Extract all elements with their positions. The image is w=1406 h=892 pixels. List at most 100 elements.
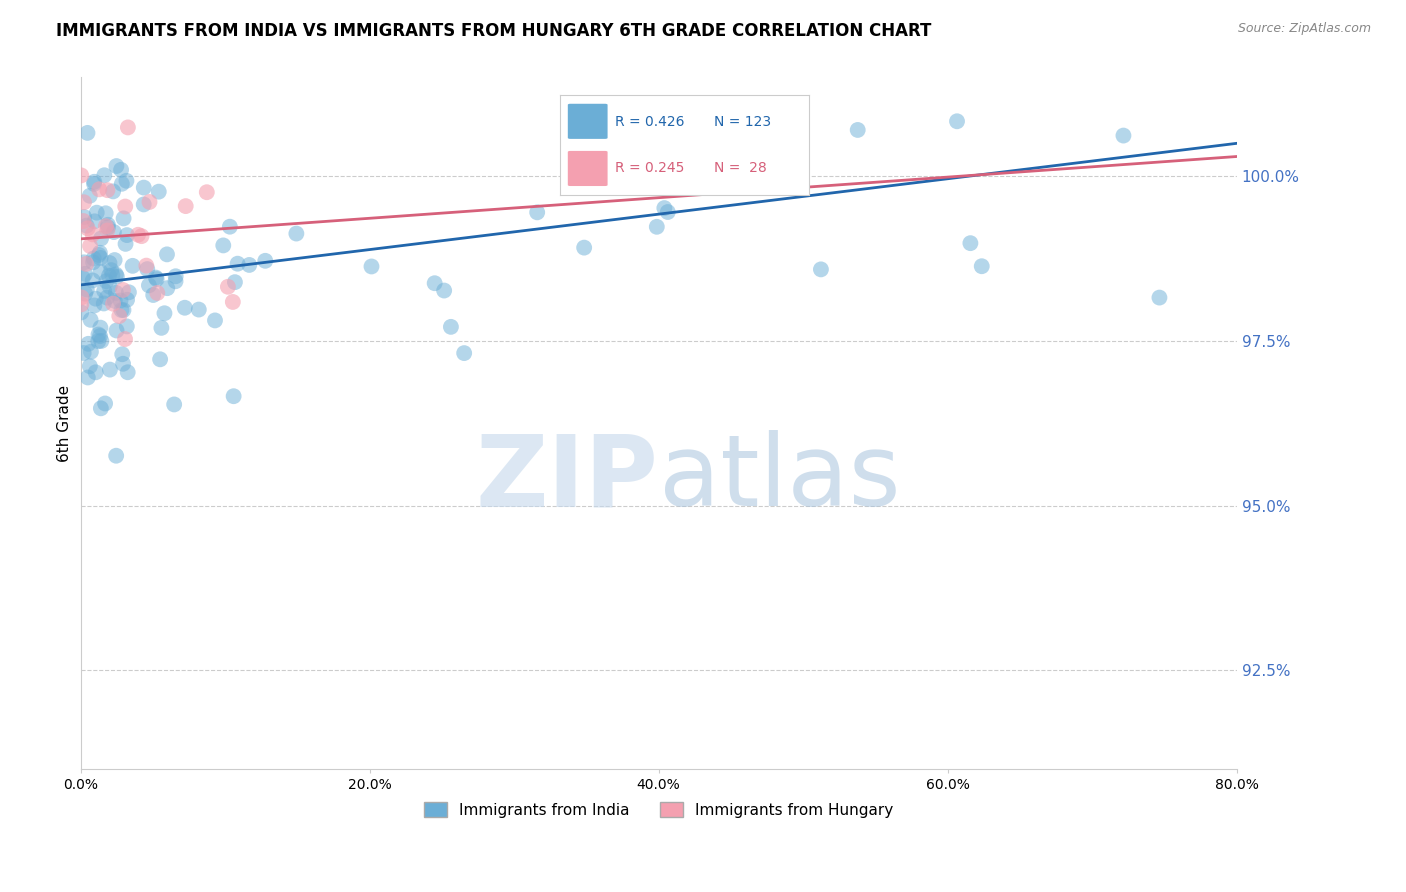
Point (70, 169, 93, 183)
Point (84, 365, 107, 379)
Point (127, 227, 149, 242)
Point (76, 283, 98, 297)
Point (121, 259, 143, 273)
Point (93, 168, 115, 182)
Point (73, 267, 96, 281)
Point (222, 295, 245, 310)
Point (94, 206, 117, 220)
Point (73, 255, 96, 269)
Point (98, 362, 121, 376)
Point (132, 180, 155, 194)
Point (254, 253, 277, 268)
Point (80, 344, 103, 359)
Point (100, 263, 122, 277)
Point (136, 262, 159, 277)
Point (90, 251, 112, 265)
Point (423, 277, 446, 291)
Point (654, 201, 676, 215)
Point (970, 259, 993, 273)
Point (526, 205, 548, 219)
Point (115, 293, 138, 307)
Point (108, 309, 131, 323)
Point (148, 185, 170, 199)
Point (572, 241, 595, 255)
Point (90, 334, 112, 348)
Point (96, 291, 118, 305)
Point (98, 268, 121, 283)
Point (145, 270, 167, 285)
Point (79, 239, 101, 253)
Point (165, 269, 187, 284)
Point (70, 290, 93, 304)
Point (645, 219, 668, 234)
Point (110, 303, 132, 318)
Point (131, 229, 153, 244)
Point (96, 223, 118, 237)
Point (83, 175, 105, 189)
Point (846, 123, 869, 137)
Point (101, 268, 124, 282)
Point (94, 396, 117, 410)
Point (218, 219, 240, 234)
Point (84, 292, 107, 306)
Point (83, 177, 105, 191)
Point (114, 236, 136, 251)
Point (117, 365, 139, 379)
Point (145, 272, 167, 286)
Text: Source: ZipAtlas.com: Source: ZipAtlas.com (1237, 22, 1371, 36)
Point (83, 214, 105, 228)
Point (75, 257, 97, 271)
Point (89, 329, 111, 343)
Point (217, 279, 239, 293)
Point (360, 260, 382, 274)
Point (204, 313, 226, 327)
Point (163, 397, 186, 411)
Point (111, 177, 134, 191)
Point (173, 301, 195, 315)
Point (79, 359, 101, 374)
Point (224, 275, 246, 289)
Point (82, 227, 104, 242)
Point (285, 227, 308, 241)
Point (70, 297, 93, 311)
Point (112, 211, 135, 226)
Point (76, 221, 98, 235)
Point (112, 357, 135, 371)
Point (105, 449, 128, 463)
Point (75, 286, 97, 301)
Point (226, 257, 249, 271)
Point (115, 319, 138, 334)
Point (959, 236, 981, 251)
Point (93, 284, 115, 298)
Point (110, 162, 132, 177)
Point (135, 259, 157, 273)
Point (89, 320, 111, 334)
Point (138, 278, 160, 293)
Point (174, 199, 197, 213)
Point (453, 346, 475, 360)
Point (111, 283, 134, 297)
Point (1112, 128, 1135, 143)
Point (104, 253, 127, 268)
Point (115, 174, 138, 188)
Point (98, 256, 121, 270)
Point (114, 332, 136, 346)
Point (82, 273, 104, 287)
Point (83, 298, 105, 312)
Point (83, 252, 105, 266)
Point (73, 210, 96, 224)
Y-axis label: 6th Grade: 6th Grade (58, 384, 72, 462)
Point (132, 197, 155, 211)
Point (433, 284, 456, 298)
Point (946, 114, 969, 128)
Point (150, 321, 173, 335)
Point (111, 347, 134, 361)
Point (101, 185, 124, 199)
Point (222, 389, 245, 403)
Point (70, 305, 93, 319)
Point (89, 182, 111, 196)
Point (195, 185, 218, 199)
Point (98, 279, 121, 293)
Point (79, 188, 101, 202)
Point (149, 352, 172, 367)
